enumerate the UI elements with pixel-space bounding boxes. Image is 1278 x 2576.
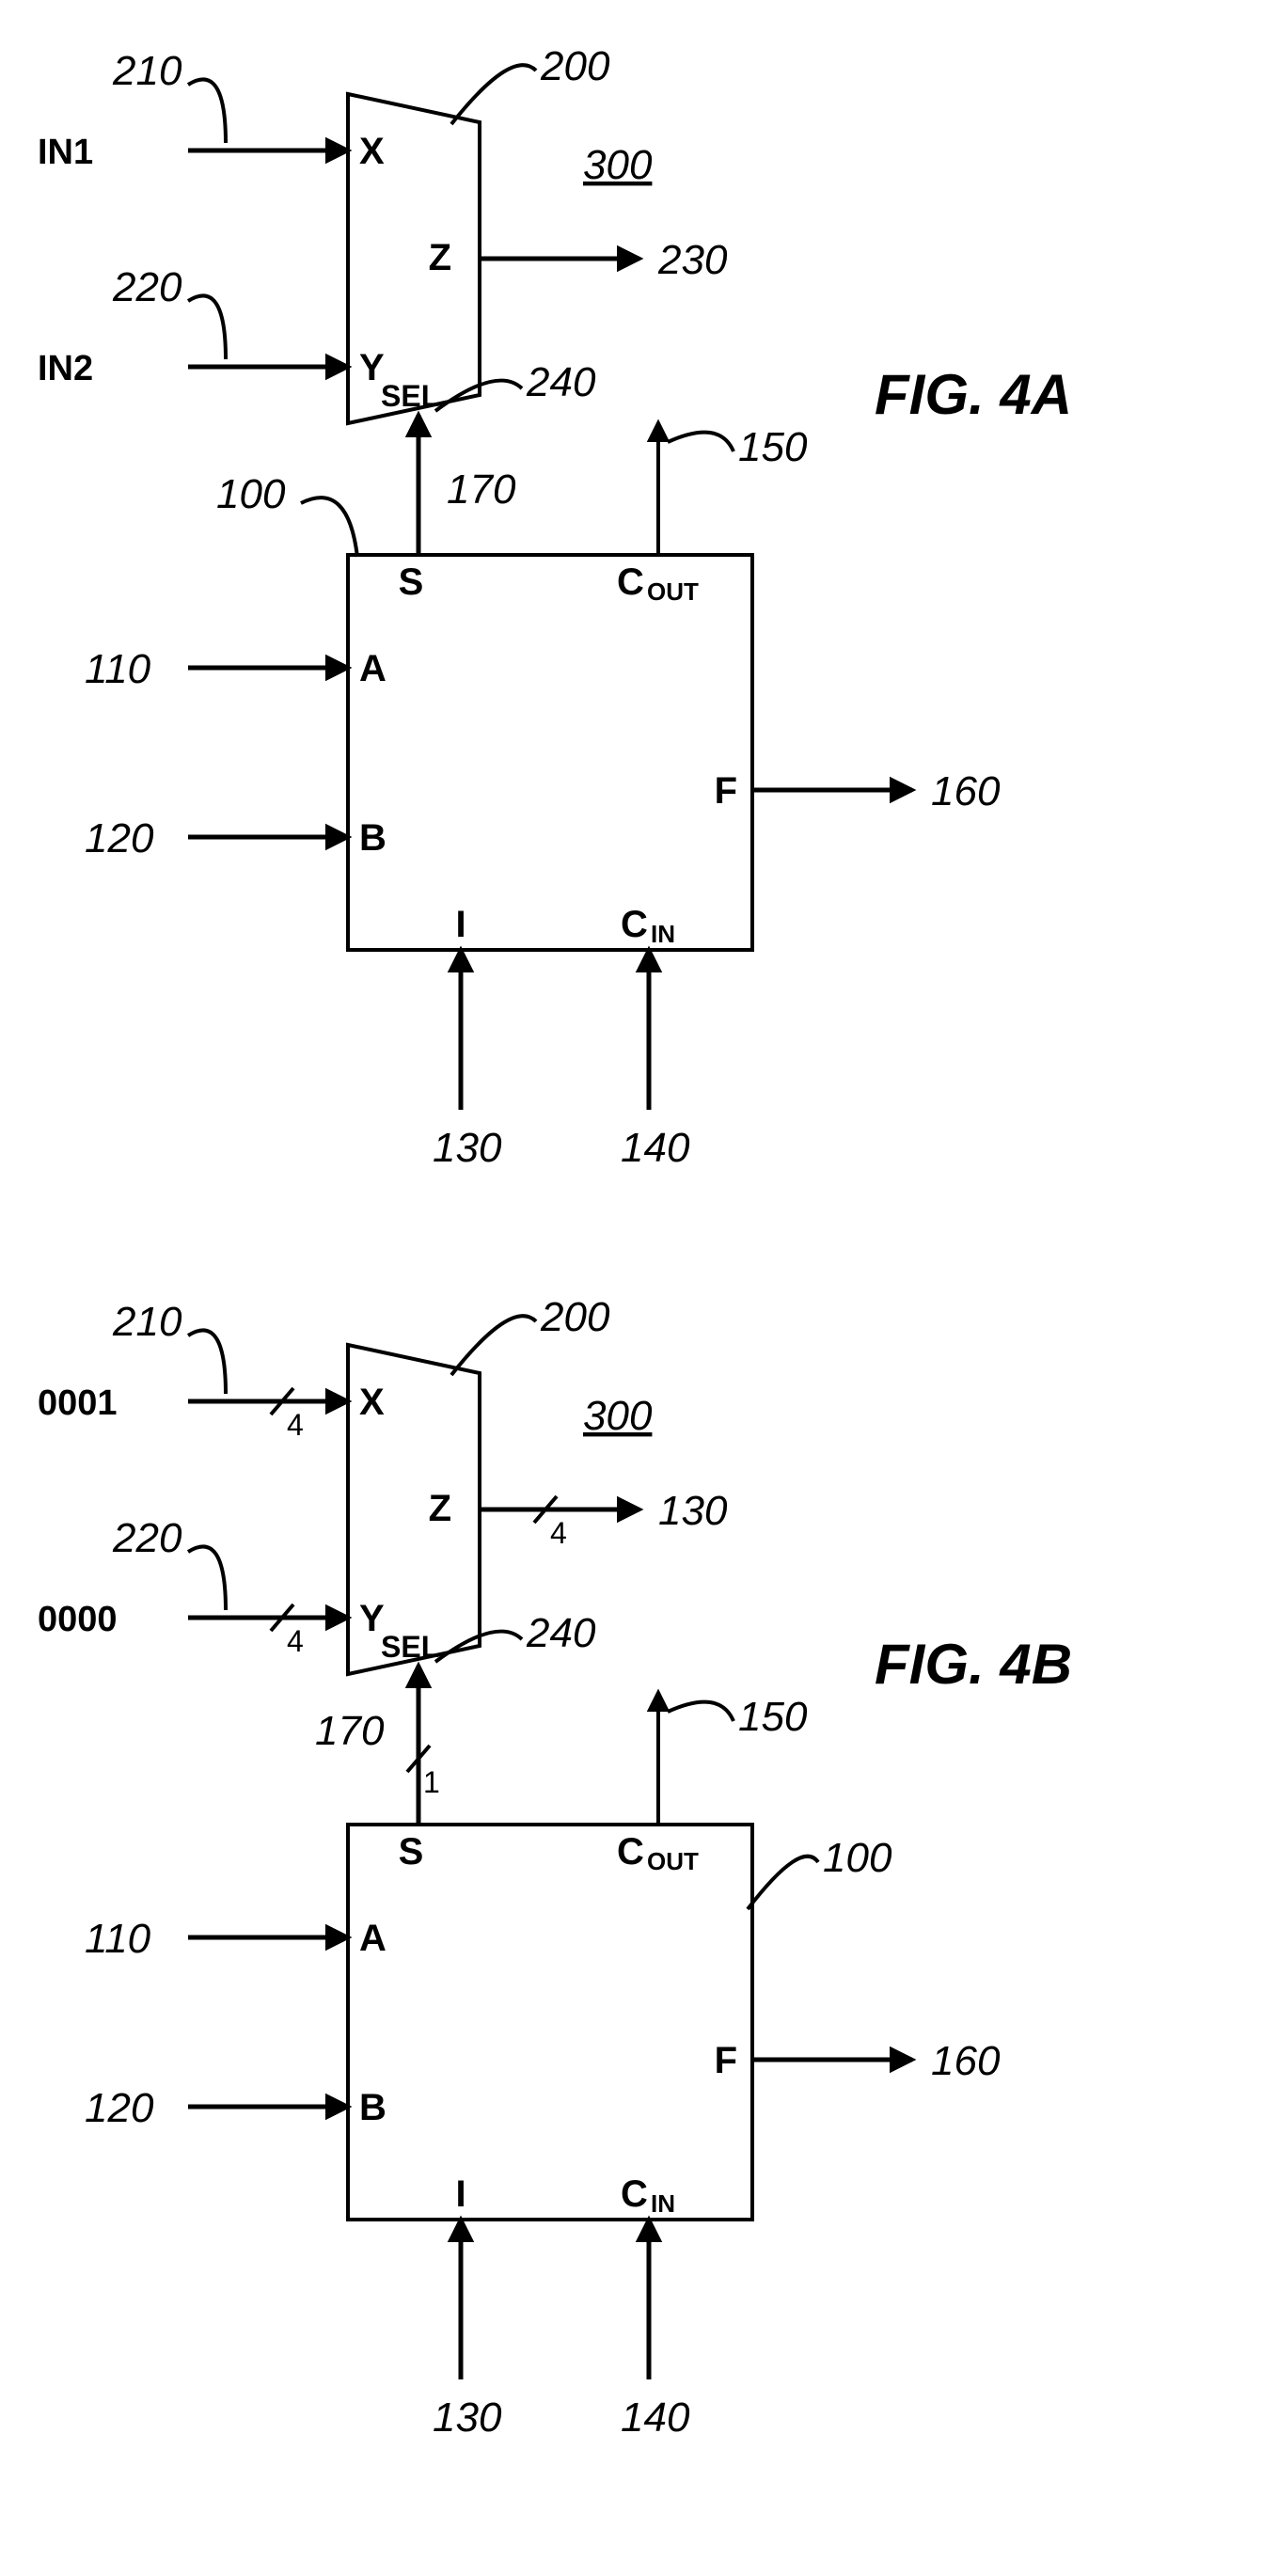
ref-i: 130: [433, 2394, 502, 2441]
port-cout-sub: OUT: [647, 1847, 699, 1875]
port-cout: C: [617, 1831, 644, 1873]
logic-block: [348, 1825, 752, 2220]
ref-x: 210: [112, 48, 182, 94]
ref-y: 220: [112, 1515, 182, 1561]
in-x-label: IN1: [38, 133, 93, 172]
ref-b: 120: [85, 2085, 154, 2131]
port-s: S: [399, 1831, 424, 1873]
port-f: F: [715, 770, 737, 812]
port-sel: SEL: [381, 1630, 439, 1664]
fig-title-a: FIG. 4A: [875, 363, 1072, 426]
ref-y: 220: [112, 264, 182, 310]
ref-x: 210: [112, 1299, 182, 1345]
ref-cin: 140: [621, 1125, 690, 1171]
ref-sel: 240: [526, 359, 596, 405]
bus-width: 4: [287, 1624, 304, 1658]
ref-f: 160: [931, 768, 1001, 814]
port-i: I: [455, 904, 465, 945]
port-cout-sub: OUT: [647, 577, 699, 606]
port-z: Z: [429, 237, 451, 278]
ref-i: 130: [433, 1125, 502, 1171]
ref-block: 100: [823, 1835, 892, 1881]
port-i: I: [455, 2173, 465, 2215]
port-sel: SEL: [381, 379, 439, 413]
port-s: S: [399, 561, 424, 603]
port-x: X: [359, 131, 385, 172]
port-cin-sub: IN: [651, 2189, 675, 2218]
port-a: A: [359, 648, 387, 689]
ref-block: 100: [216, 471, 286, 517]
ref-a: 110: [85, 1916, 151, 1962]
in-y-label: IN2: [38, 349, 93, 388]
port-cin-sub: IN: [651, 920, 675, 948]
ref-cout: 150: [738, 1694, 808, 1740]
port-b: B: [359, 2087, 387, 2128]
port-a: A: [359, 1918, 387, 1959]
bus-width: 1: [423, 1765, 440, 1799]
bus-width: 4: [550, 1516, 567, 1550]
ref-cout: 150: [738, 424, 808, 470]
ref-mux: 200: [540, 43, 610, 89]
in-x-label: 0001: [38, 1383, 118, 1423]
ref-cin: 140: [621, 2394, 690, 2441]
fig-title-b: FIG. 4B: [875, 1633, 1072, 1696]
ref-s: 170: [315, 1708, 385, 1754]
in-y-label: 0000: [38, 1600, 118, 1639]
port-x: X: [359, 1382, 385, 1423]
ref-z: 130: [658, 1488, 728, 1534]
logic-block: [348, 555, 752, 950]
ref-a: 110: [85, 646, 151, 692]
port-cin: C: [621, 904, 648, 945]
ref-f: 160: [931, 2038, 1001, 2084]
ref-z: 230: [657, 237, 728, 283]
bus-width: 4: [287, 1408, 304, 1442]
ref-s: 170: [447, 466, 516, 513]
port-z: Z: [429, 1488, 451, 1529]
ref-300-b: 300: [583, 1393, 653, 1439]
ref-mux: 200: [540, 1294, 610, 1340]
ref-sel: 240: [526, 1610, 596, 1656]
port-cin: C: [621, 2173, 648, 2215]
port-f: F: [715, 2040, 737, 2081]
port-b: B: [359, 817, 387, 859]
ref-b: 120: [85, 815, 154, 861]
port-cout: C: [617, 561, 644, 603]
ref-300-a: 300: [583, 142, 653, 188]
